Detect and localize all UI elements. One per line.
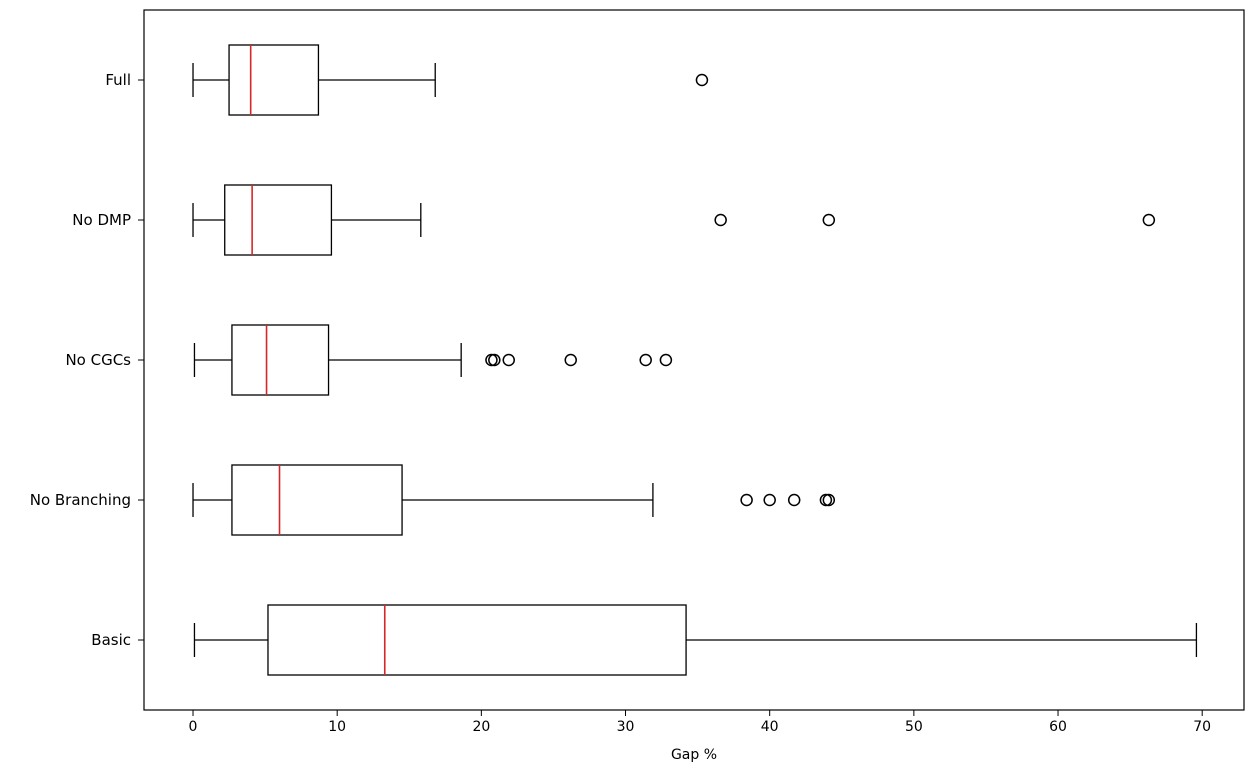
x-tick-label: 50	[905, 719, 923, 735]
outlier-point	[822, 493, 836, 507]
box-iqr	[231, 324, 330, 396]
y-tick-label: Full	[105, 71, 131, 89]
x-tick-label: 70	[1193, 719, 1211, 735]
box-iqr	[267, 604, 687, 676]
box-group-no-cgcs	[193, 324, 673, 396]
x-tick-label: 60	[1049, 719, 1067, 735]
outlier-point	[695, 73, 709, 87]
outlier-point	[740, 493, 753, 507]
outlier-point	[488, 353, 501, 367]
outlier-point	[564, 353, 577, 367]
box-group-basic	[193, 604, 1198, 676]
outlier-point	[659, 353, 673, 367]
outlier-point	[822, 213, 836, 227]
x-tick-label: 40	[761, 719, 779, 735]
box-iqr	[228, 44, 320, 116]
box-group-no-dmp	[192, 184, 1156, 256]
outlier-point	[502, 353, 515, 367]
outlier-point	[1142, 213, 1156, 227]
plot-content	[192, 44, 1198, 676]
box-iqr	[224, 184, 333, 256]
x-tick-label: 0	[189, 719, 198, 735]
y-tick-label: Basic	[91, 631, 131, 649]
outlier-point	[714, 213, 727, 227]
outlier-point	[639, 353, 652, 367]
y-tick-label: No DMP	[72, 211, 131, 229]
x-axis-label: Gap %	[671, 747, 717, 763]
box-group-no-branching	[192, 464, 836, 536]
box-group-full	[192, 44, 709, 116]
outlier-point	[763, 493, 776, 507]
y-axis: Full No DMP No CGCs No Branching Basic	[30, 71, 144, 649]
x-tick-label: 20	[472, 719, 490, 735]
x-axis: 0 10 20 30 40 50 60 70	[189, 710, 1211, 735]
y-tick-label: No Branching	[30, 491, 131, 509]
y-tick-label: No CGCs	[65, 351, 131, 369]
outlier-point	[787, 493, 801, 507]
x-tick-label: 10	[328, 719, 346, 735]
box-iqr	[231, 464, 403, 536]
x-tick-label: 30	[617, 719, 635, 735]
